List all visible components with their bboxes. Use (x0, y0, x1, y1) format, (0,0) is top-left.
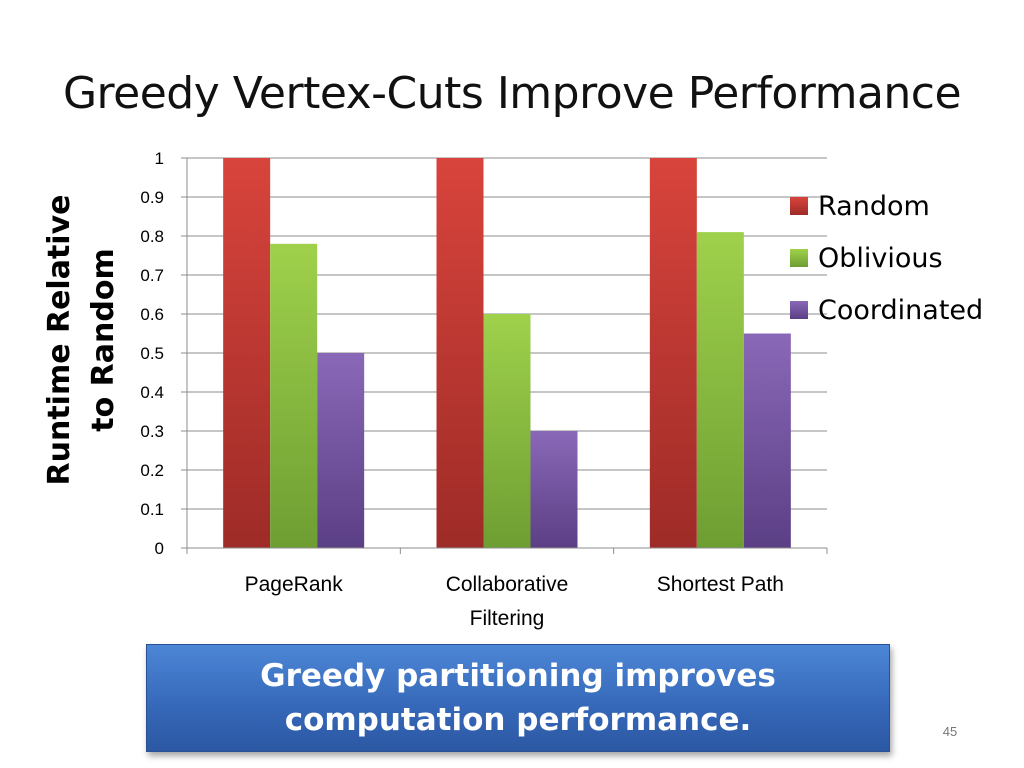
x-tick-label: PageRank (245, 573, 344, 596)
callout-box: Greedy partitioning improves computation… (146, 644, 890, 752)
callout-line-2: computation performance. (284, 702, 752, 738)
bar-chart: 0 0.1 0.2 0.3 0.4 0.5 0.6 0.7 0.8 0.9 1 PageRank Co… (140, 149, 983, 630)
axes (181, 157, 828, 554)
bar-coordinated-1 (317, 353, 365, 548)
y-axis-label-line-1: Runtime Relative (42, 194, 77, 486)
bar-oblivious-3 (696, 232, 744, 548)
y-tick-label: 0 (155, 539, 164, 558)
y-tick-label: 0.8 (140, 227, 164, 246)
y-tick-label: 1 (155, 149, 164, 168)
bar-oblivious-1 (270, 243, 318, 549)
legend: Random Oblivious Coordinated (790, 191, 983, 326)
slide-title: Greedy Vertex-Cuts Improve Performance (62, 68, 962, 119)
legend-swatch-random (790, 197, 808, 215)
bar-coordinated-2 (530, 431, 578, 548)
x-tick-labels: PageRank Collaborative Filtering Shortest P… (245, 573, 784, 630)
x-tick-label: Collaborative Filtering (446, 573, 569, 630)
y-axis-label-line-2: to Random (86, 248, 121, 432)
y-tick-label: 0.6 (140, 305, 164, 324)
y-tick-label: 0.1 (140, 500, 164, 519)
y-tick-label: 0.3 (140, 422, 164, 441)
y-axis-label: Runtime Relative to Random (32, 195, 132, 486)
callout-line-1: Greedy partitioning improves (260, 658, 776, 694)
bar-random-3 (649, 158, 697, 548)
x-tick-label: Shortest Path (657, 573, 784, 596)
bar-random-1 (223, 158, 271, 548)
y-tick-label: 0.4 (140, 383, 164, 402)
bar-coordinated-3 (743, 333, 791, 548)
y-tick-label: 0.5 (140, 344, 164, 363)
y-tick-label: 0.7 (140, 266, 164, 285)
legend-label-coordinated: Coordinated (818, 295, 983, 326)
legend-label-oblivious: Oblivious (818, 243, 943, 274)
y-tick-label: 0.9 (140, 188, 164, 207)
y-tick-labels: 0 0.1 0.2 0.3 0.4 0.5 0.6 0.7 0.8 0.9 1 (140, 149, 164, 558)
bar-random-2 (436, 158, 484, 548)
y-tick-label: 0.2 (140, 461, 164, 480)
legend-swatch-coordinated (790, 301, 808, 319)
legend-label-random: Random (818, 191, 930, 222)
bars (223, 158, 791, 549)
legend-swatch-oblivious (790, 249, 808, 267)
page-number: 45 (942, 724, 958, 739)
bar-oblivious-2 (483, 314, 531, 548)
